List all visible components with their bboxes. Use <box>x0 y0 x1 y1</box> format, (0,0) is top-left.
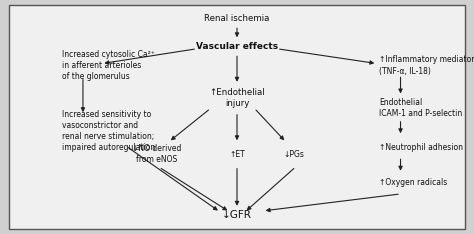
Text: ↑ET: ↑ET <box>229 150 245 159</box>
Text: Renal ischemia: Renal ischemia <box>204 14 270 23</box>
Text: ↑Neutrophil adhesion: ↑Neutrophil adhesion <box>379 143 463 152</box>
Text: Vascular effects: Vascular effects <box>196 42 278 51</box>
Text: Increased sensitivity to
vasoconstrictor and
renal nerve stimulation;
impaired a: Increased sensitivity to vasoconstrictor… <box>62 110 155 152</box>
Text: ↑Endothelial
injury: ↑Endothelial injury <box>209 88 265 108</box>
FancyBboxPatch shape <box>9 5 465 229</box>
Text: Endothelial
ICAM-1 and P-selectin: Endothelial ICAM-1 and P-selectin <box>379 98 463 118</box>
Text: ↓NO derived
from eNOS: ↓NO derived from eNOS <box>132 144 181 165</box>
Text: Increased cytosolic Ca²⁺
in afferent arterioles
of the glomerulus: Increased cytosolic Ca²⁺ in afferent art… <box>62 50 155 81</box>
Text: ↓PGs: ↓PGs <box>283 150 304 159</box>
Text: ↓GFR: ↓GFR <box>222 210 252 220</box>
Text: ↑Oxygen radicals: ↑Oxygen radicals <box>379 178 447 187</box>
Text: ↑Inflammatory mediators
(TNF-α, IL-18): ↑Inflammatory mediators (TNF-α, IL-18) <box>379 55 474 76</box>
